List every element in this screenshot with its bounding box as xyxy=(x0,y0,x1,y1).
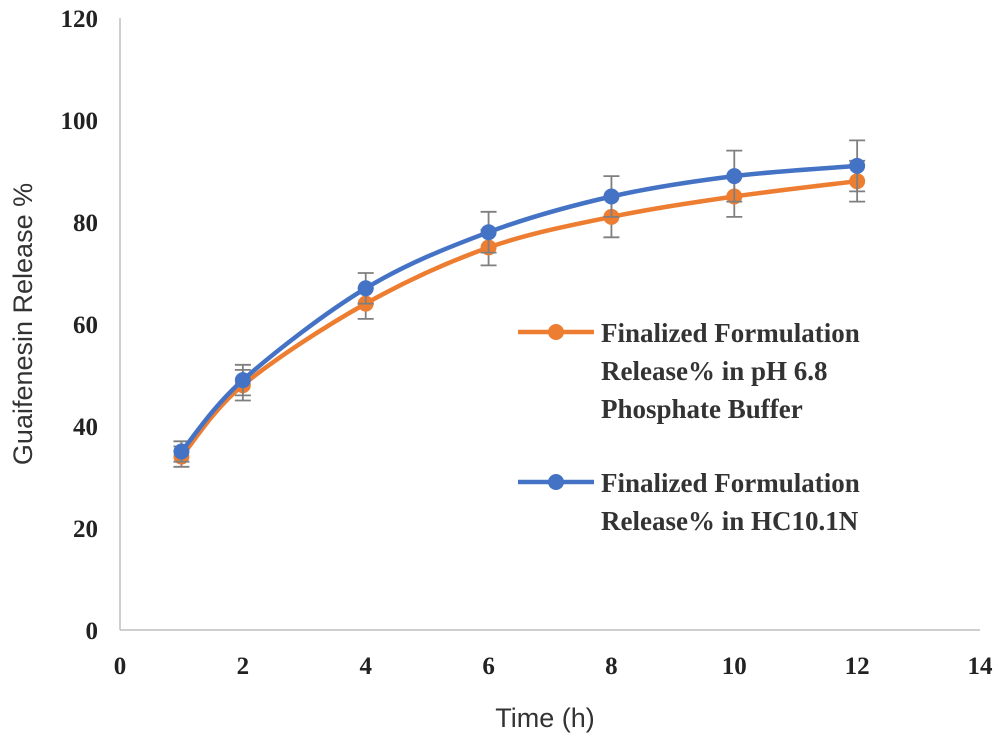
legend-label: Phosphate Buffer xyxy=(601,394,803,424)
data-point xyxy=(173,443,190,460)
legend-marker xyxy=(548,474,564,490)
data-point xyxy=(234,372,251,389)
legend-label: Finalized Formulation xyxy=(601,318,860,348)
legend-label: Release% in pH 6.8 xyxy=(601,356,828,386)
legend: Finalized Formulation Release% in pH 6.8 P… xyxy=(518,318,860,536)
legend-marker xyxy=(548,324,564,340)
x-tick-label: 10 xyxy=(722,653,747,680)
x-tick-label: 2 xyxy=(237,653,250,680)
legend-entry-2: Finalized Formulation Release% in HC10.1N xyxy=(518,468,860,536)
data-point xyxy=(480,224,497,241)
x-tick-label: 12 xyxy=(845,653,870,680)
x-tick-label: 0 xyxy=(114,653,127,680)
x-tick-label: 4 xyxy=(359,653,372,680)
data-point xyxy=(849,157,866,174)
y-tick-label: 120 xyxy=(61,6,99,33)
data-point xyxy=(603,188,620,205)
legend-label: Finalized Formulation xyxy=(601,468,860,498)
x-axis-title: Time (h) xyxy=(495,703,595,733)
plot-area xyxy=(173,139,866,468)
x-tick-label: 6 xyxy=(482,653,495,680)
axes xyxy=(119,18,980,631)
y-tick-label: 0 xyxy=(86,618,99,645)
data-point xyxy=(726,168,743,185)
y-tick-label: 60 xyxy=(73,312,98,339)
y-tick-label: 100 xyxy=(61,108,99,135)
x-tick-label: 14 xyxy=(968,653,994,680)
y-tick-label: 80 xyxy=(73,210,98,237)
series-2 xyxy=(173,139,866,463)
y-axis-title: Guaifenesin Release % xyxy=(8,183,38,465)
x-tick-label: 8 xyxy=(605,653,618,680)
legend-label: Release% in HC10.1N xyxy=(601,506,859,536)
y-tick-label: 40 xyxy=(73,414,98,441)
legend-entry-1: Finalized Formulation Release% in pH 6.8 P… xyxy=(518,318,860,424)
tick-labels: 0 20 40 60 80 100 120 0 2 4 6 8 10 12 14 xyxy=(61,6,994,680)
y-tick-label: 20 xyxy=(73,516,98,543)
data-point xyxy=(357,280,374,297)
